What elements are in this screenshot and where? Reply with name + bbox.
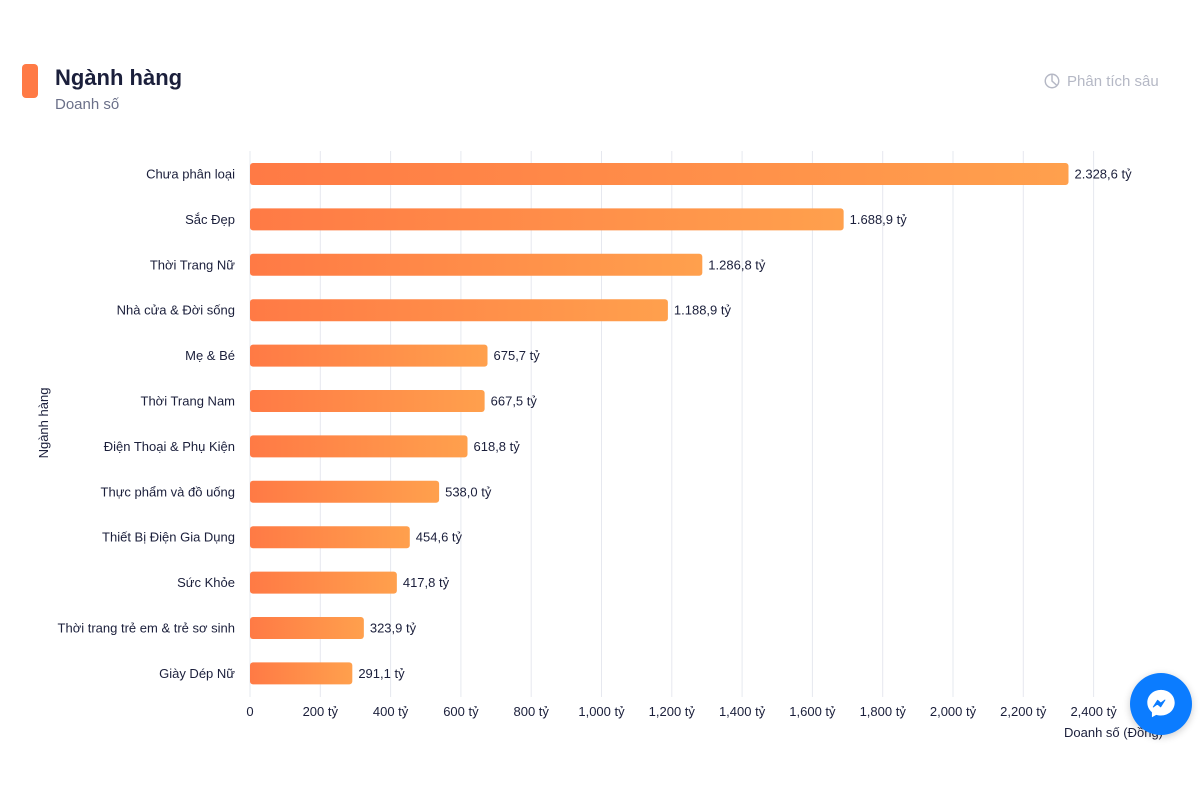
messenger-chat-button[interactable]: [1130, 673, 1192, 735]
category-label: Điện Thoại & Phụ Kiện: [104, 439, 235, 454]
bar[interactable]: [250, 299, 668, 322]
x-tick-label: 2,200 tỷ: [1000, 704, 1047, 719]
category-label: Giày Dép Nữ: [159, 666, 235, 681]
messenger-icon: [1147, 689, 1175, 718]
pie-chart-icon: [1044, 73, 1060, 89]
bar[interactable]: [250, 526, 410, 549]
x-tick-label: 1,200 tỷ: [649, 704, 696, 719]
category-label: Mẹ & Bé: [185, 348, 235, 363]
bar[interactable]: [250, 435, 468, 458]
category-label: Chưa phân loại: [146, 167, 235, 182]
value-label: 1.688,9 tỷ: [850, 212, 908, 227]
deep-analysis-button[interactable]: Phân tích sâu: [1043, 72, 1159, 90]
bar[interactable]: [250, 480, 440, 503]
bar[interactable]: [250, 617, 364, 639]
chart-title: Ngành hàng: [55, 65, 183, 90]
y-axis-title: Ngành hàng: [36, 388, 51, 459]
x-tick-label: 1,800 tỷ: [860, 704, 907, 719]
bar[interactable]: [250, 344, 488, 367]
bar[interactable]: [250, 390, 485, 412]
bar[interactable]: [250, 571, 397, 594]
x-tick-label: 800 tỷ: [513, 704, 549, 719]
category-label: Thời Trang Nam: [141, 394, 236, 409]
x-axis-title: Doanh số (Đồng): [1064, 725, 1163, 740]
x-tick-label: 2,000 tỷ: [930, 704, 977, 719]
value-label: 323,9 tỷ: [370, 621, 417, 636]
x-tick-label: 1,000 tỷ: [578, 704, 625, 719]
x-tick-label: 0: [246, 704, 253, 719]
category-label: Thời Trang Nữ: [150, 257, 235, 272]
category-label: Thực phẩm và đồ uống: [101, 484, 235, 499]
value-label: 618,8 tỷ: [474, 439, 521, 454]
value-label: 1.188,9 tỷ: [674, 303, 732, 318]
category-label: Thiết Bị Điện Gia Dụng: [102, 530, 235, 545]
value-label: 2.328,6 tỷ: [1075, 167, 1133, 182]
x-tick-label: 1,600 tỷ: [789, 704, 836, 719]
x-tick-label: 400 tỷ: [373, 704, 409, 719]
bar[interactable]: [250, 662, 353, 685]
value-label: 417,8 tỷ: [403, 575, 450, 590]
bar[interactable]: [250, 163, 1069, 185]
value-label: 538,0 tỷ: [445, 484, 492, 499]
x-tick-label: 200 tỷ: [303, 704, 339, 719]
value-label: 675,7 tỷ: [494, 348, 541, 363]
category-label: Sắc Đẹp: [185, 212, 235, 227]
chart-subtitle: Doanh số: [55, 96, 120, 113]
category-label: Sức Khỏe: [177, 575, 235, 590]
deep-analysis-label: Phân tích sâu: [1067, 72, 1159, 90]
bar[interactable]: [250, 208, 844, 231]
value-label: 454,6 tỷ: [416, 530, 463, 545]
value-label: 291,1 tỷ: [358, 666, 405, 681]
title-accent-bar: [22, 64, 38, 98]
category-label: Nhà cửa & Đời sống: [117, 303, 235, 318]
value-label: 1.286,8 tỷ: [708, 257, 766, 272]
category-label: Thời trang trẻ em & trẻ sơ sinh: [58, 621, 235, 636]
x-tick-label: 1,400 tỷ: [719, 704, 766, 719]
x-tick-label: 600 tỷ: [443, 704, 479, 719]
bar[interactable]: [250, 253, 703, 276]
x-tick-label: 2,400 tỷ: [1070, 704, 1117, 719]
value-label: 667,5 tỷ: [491, 394, 538, 409]
